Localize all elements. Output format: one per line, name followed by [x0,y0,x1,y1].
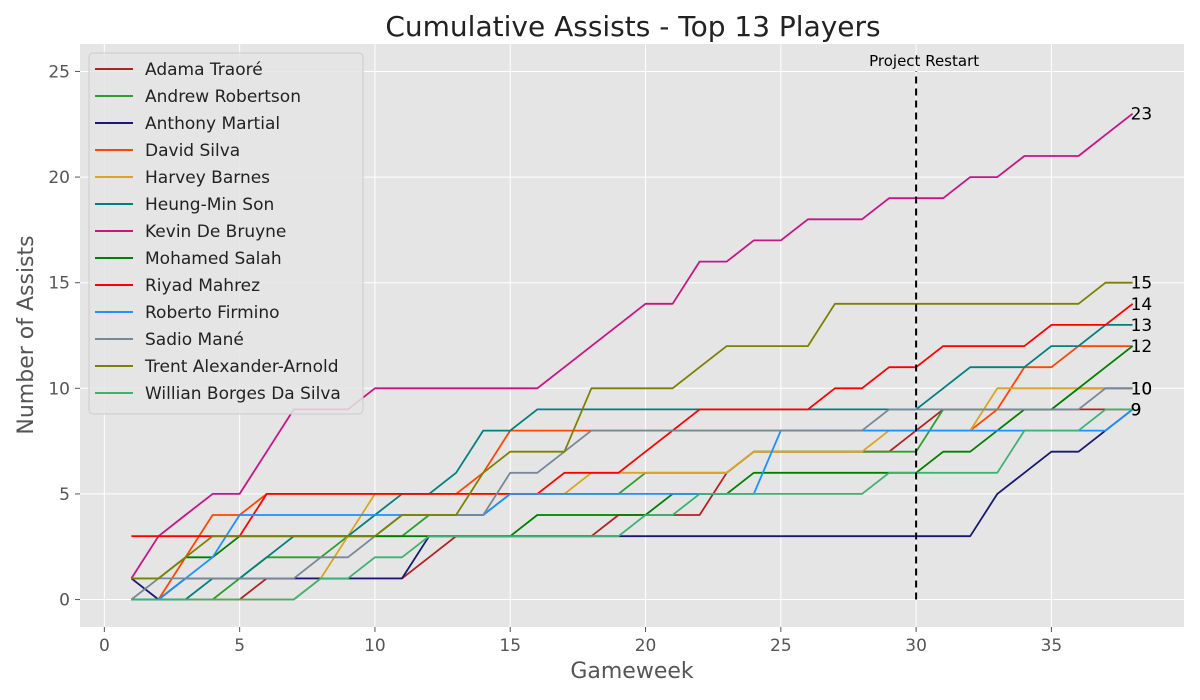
x-axis-label: Gameweek [570,659,694,684]
legend-entry: Harvey Barnes [145,168,270,188]
end-label: 14 [1131,295,1153,315]
annotation: Project Restart [869,52,979,600]
series-line-2 [130,408,1134,601]
x-tick-label: 20 [635,636,657,656]
y-tick-label: 10 [48,379,70,399]
legend-entry: Sadio Mané [145,330,244,350]
y-tick-label: 0 [59,591,70,611]
x-tick-label: 15 [499,636,521,656]
end-label: 9 [1131,400,1142,420]
y-tick-label: 25 [48,62,70,82]
chart-title: Cumulative Assists - Top 13 Players [385,10,880,43]
x-tick-label: 5 [234,636,245,656]
series-line-9 [131,408,1134,601]
legend: Adama Traoré Andrew Robertson Anthony Mart… [88,52,364,415]
x-tick-label: 35 [1041,636,1063,656]
end-label: 12 [1131,337,1153,357]
legend-entry: Willian Borges Da Silva [145,384,341,404]
legend-entry: Roberto Firmino [145,303,280,323]
series-line-11 [131,281,1133,580]
y-axis-label: Number of Assists [14,235,39,434]
legend-entry: Kevin De Bruyne [145,222,286,242]
legend-entry: Adama Traoré [145,60,263,80]
series-line-10 [130,387,1133,601]
series-line-12 [131,408,1133,601]
y-tick-label: 15 [48,274,70,294]
end-label: 10 [1131,379,1153,399]
legend-entry: Riyad Mahrez [145,276,260,296]
legend-entry: Trent Alexander-Arnold [144,357,339,377]
end-label: 15 [1131,274,1153,294]
x-tick-label: 0 [99,636,110,656]
end-label: 23 [1131,105,1153,125]
legend-entry: Heung-Min Son [145,195,274,215]
legend-entry: Mohamed Salah [145,249,282,269]
x-axis-ticks: 0 5 10 15 20 25 30 35 [99,627,1062,656]
legend-entry: Anthony Martial [145,114,280,134]
legend-entry: David Silva [145,141,240,161]
legend-box [88,52,364,415]
y-tick-label: 5 [59,485,70,505]
y-tick-label: 20 [48,168,70,188]
end-label: 10 [1131,379,1153,399]
restart-label: Project Restart [869,52,979,70]
x-tick-label: 25 [770,636,792,656]
end-label: 9 [1131,400,1142,420]
x-tick-label: 10 [364,636,386,656]
x-tick-label: 30 [905,636,927,656]
end-label: 13 [1131,316,1153,336]
legend-entry: Andrew Robertson [145,87,301,107]
y-axis-ticks: 0 5 10 15 20 25 [48,62,80,611]
series-line-8 [131,303,1134,538]
